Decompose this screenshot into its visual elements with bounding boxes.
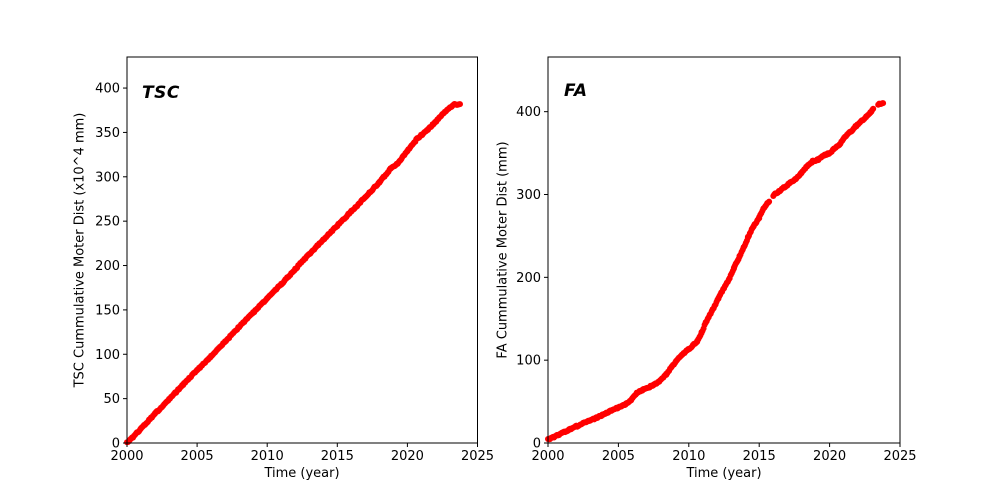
data-point	[870, 105, 877, 112]
x-tick-label: 2020	[391, 449, 424, 464]
y-tick-label: 350	[95, 126, 120, 141]
data-point	[457, 101, 463, 108]
y-tick-label: 400	[95, 82, 120, 97]
x-tick-label: 2005	[602, 449, 635, 464]
y-tick-label: 100	[516, 354, 541, 369]
y-tick-label: 250	[95, 215, 120, 230]
x-tick-label: 2015	[321, 449, 354, 464]
x-tick-label: 2000	[531, 449, 564, 464]
x-tick-label: 2025	[883, 449, 916, 464]
y-tick-label: 200	[95, 259, 120, 274]
x-tick-label: 2000	[110, 449, 143, 464]
data-point	[880, 100, 887, 107]
y-tick-label: 200	[516, 271, 541, 286]
y-tick-label: 50	[103, 392, 120, 407]
y-tick-label: 0	[112, 437, 120, 452]
x-tick-label: 2010	[672, 449, 705, 464]
tsc-annotation: TSC	[142, 83, 180, 103]
y-tick-label: 300	[516, 188, 541, 203]
fa-annotation: FA	[564, 81, 588, 101]
y-tick-label: 150	[95, 303, 120, 318]
axes-frame	[547, 56, 901, 444]
tsc-y-axis-label: TSC Cummulative Moter Dist (x10^4 mm)	[72, 112, 88, 388]
data-point	[766, 198, 773, 205]
fa-plot: 2000 2005 2010 2015 2020 2025 0 100 200 300 400	[516, 56, 917, 464]
tsc-x-axis-label: Time (year)	[264, 466, 340, 481]
x-tick-label: 2010	[251, 449, 284, 464]
x-tick-label: 2025	[461, 449, 494, 464]
y-tick-label: 0	[533, 437, 541, 452]
y-tick-label: 300	[95, 170, 120, 185]
y-tick-label: 100	[95, 348, 120, 363]
axes-frame	[126, 56, 478, 444]
fa-x-axis-label: Time (year)	[686, 466, 762, 481]
x-tick-label: 2020	[813, 449, 846, 464]
fa-y-axis-label: FA Cummulative Moter Dist (mm)	[495, 141, 511, 359]
x-tick-label: 2005	[181, 449, 214, 464]
tsc-plot: 2000 2005 2010 2015 2020 2025 0 50 100 150 200 250 3…	[95, 56, 494, 464]
x-tick-label: 2015	[743, 449, 776, 464]
y-tick-label: 400	[516, 105, 541, 120]
